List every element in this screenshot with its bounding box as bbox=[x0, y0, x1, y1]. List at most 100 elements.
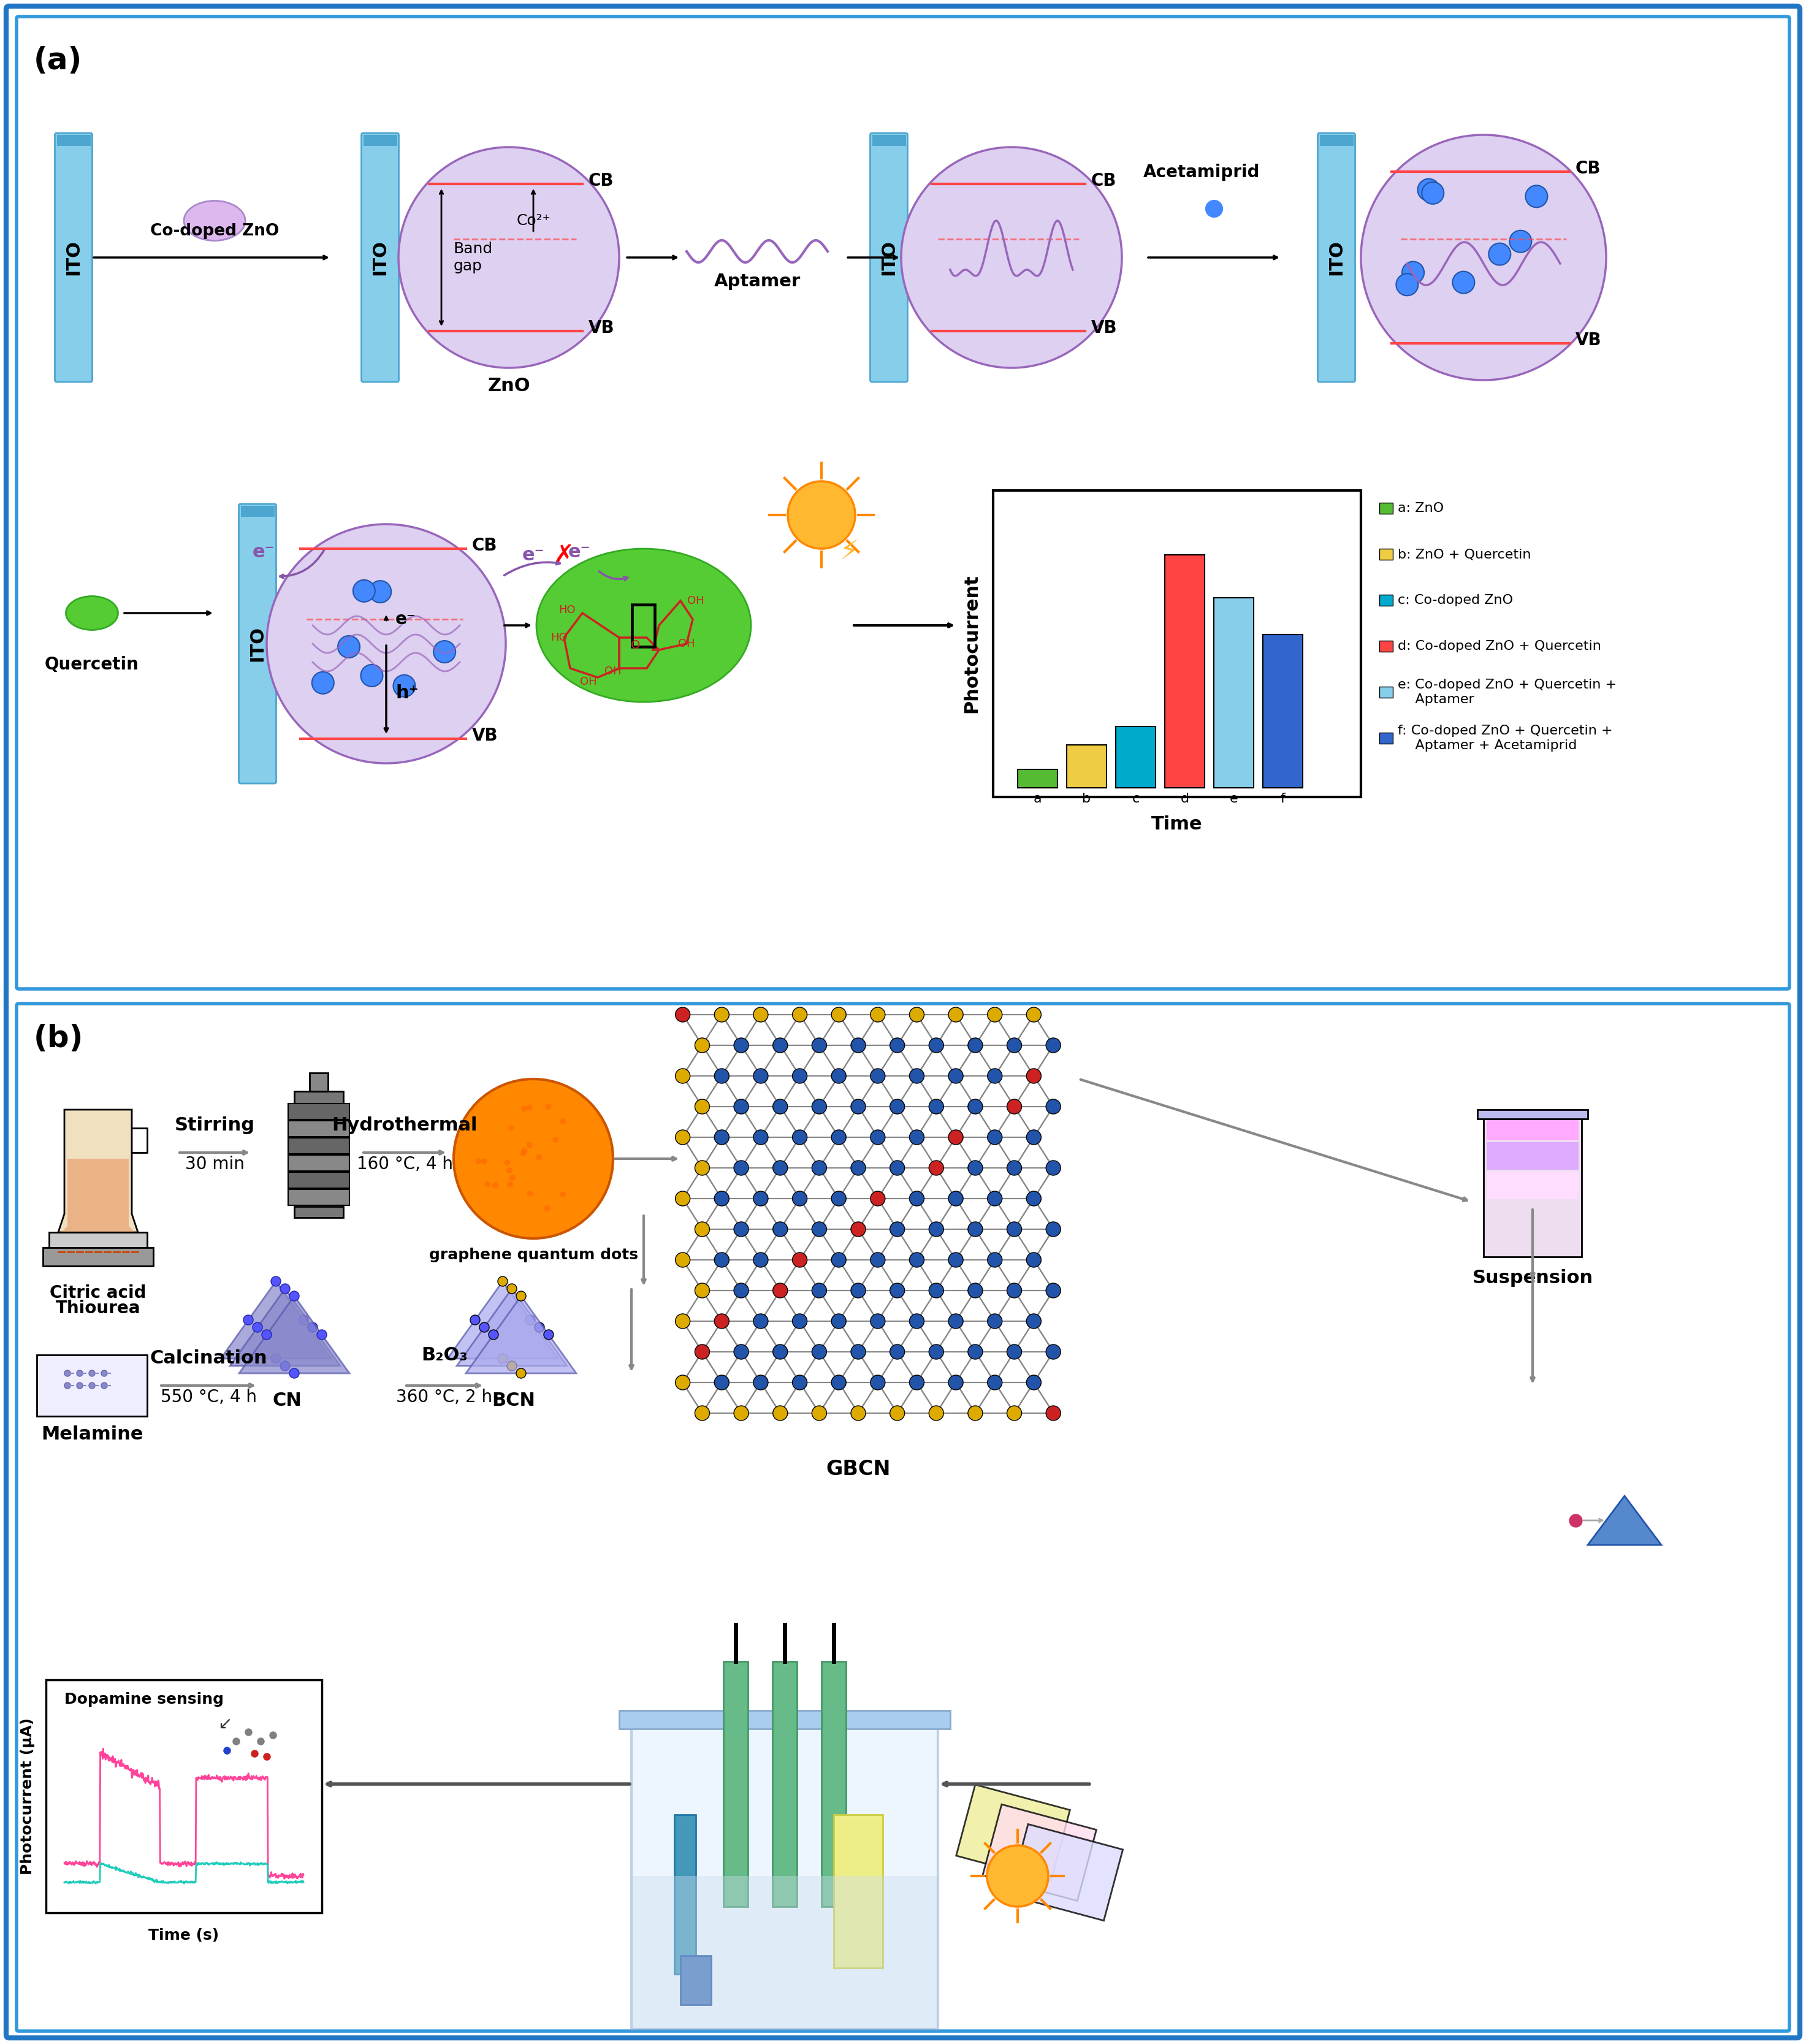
Circle shape bbox=[507, 1361, 517, 1372]
Circle shape bbox=[535, 1322, 544, 1333]
Text: ZnO: ZnO bbox=[488, 376, 531, 394]
FancyBboxPatch shape bbox=[5, 6, 1801, 2038]
Circle shape bbox=[715, 1253, 730, 1267]
Circle shape bbox=[910, 1253, 925, 1267]
Circle shape bbox=[968, 1161, 982, 1175]
Text: VB: VB bbox=[1575, 331, 1602, 350]
Circle shape bbox=[1046, 1038, 1060, 1053]
Circle shape bbox=[675, 1192, 690, 1206]
Circle shape bbox=[851, 1161, 865, 1175]
Circle shape bbox=[928, 1161, 943, 1175]
Text: e⁻: e⁻ bbox=[253, 544, 275, 560]
Circle shape bbox=[695, 1222, 710, 1237]
Circle shape bbox=[1362, 135, 1606, 380]
Circle shape bbox=[1488, 243, 1510, 266]
Circle shape bbox=[968, 1222, 982, 1237]
Circle shape bbox=[988, 1130, 1002, 1145]
Circle shape bbox=[733, 1406, 748, 1421]
Bar bbox=[834, 1815, 883, 1968]
Circle shape bbox=[851, 1038, 865, 1053]
Text: Acetamiprid: Acetamiprid bbox=[1143, 164, 1261, 180]
Bar bbox=[1380, 503, 1392, 513]
Circle shape bbox=[773, 1038, 787, 1053]
Circle shape bbox=[773, 1406, 787, 1421]
Circle shape bbox=[948, 1008, 963, 1022]
Circle shape bbox=[1026, 1314, 1040, 1329]
Circle shape bbox=[507, 1181, 513, 1188]
Circle shape bbox=[813, 1345, 827, 1359]
Circle shape bbox=[545, 1104, 551, 1110]
Text: e⁻: e⁻ bbox=[396, 611, 415, 628]
Circle shape bbox=[831, 1376, 845, 1390]
Text: OH: OH bbox=[688, 595, 704, 607]
Text: Stirring: Stirring bbox=[175, 1116, 255, 1134]
Circle shape bbox=[715, 1069, 730, 1083]
Circle shape bbox=[968, 1100, 982, 1114]
Text: Band
gap: Band gap bbox=[453, 241, 493, 274]
Bar bbox=[294, 1091, 343, 1104]
Circle shape bbox=[1008, 1284, 1022, 1298]
Circle shape bbox=[773, 1222, 787, 1237]
Circle shape bbox=[368, 580, 392, 603]
Circle shape bbox=[1026, 1008, 1040, 1022]
Circle shape bbox=[870, 1008, 885, 1022]
Circle shape bbox=[520, 1151, 526, 1157]
FancyBboxPatch shape bbox=[870, 133, 908, 382]
FancyBboxPatch shape bbox=[361, 133, 399, 382]
Circle shape bbox=[928, 1100, 943, 1114]
Bar bbox=[289, 1155, 349, 1171]
Circle shape bbox=[1396, 274, 1418, 296]
Circle shape bbox=[928, 1284, 943, 1298]
Circle shape bbox=[527, 1104, 533, 1110]
Circle shape bbox=[988, 1008, 1002, 1022]
Circle shape bbox=[526, 1143, 533, 1149]
Bar bbox=[1010, 1823, 1123, 1921]
Circle shape bbox=[715, 1008, 730, 1022]
Circle shape bbox=[1401, 262, 1425, 284]
Circle shape bbox=[1026, 1376, 1040, 1390]
Ellipse shape bbox=[65, 597, 117, 630]
Circle shape bbox=[695, 1406, 710, 1421]
Circle shape bbox=[1046, 1284, 1060, 1298]
Circle shape bbox=[793, 1130, 807, 1145]
Circle shape bbox=[988, 1846, 1047, 1907]
Circle shape bbox=[1421, 182, 1443, 204]
Bar bbox=[1486, 1143, 1578, 1169]
Circle shape bbox=[489, 1331, 498, 1339]
Circle shape bbox=[1046, 1100, 1060, 1114]
Polygon shape bbox=[466, 1296, 576, 1374]
Circle shape bbox=[484, 1181, 491, 1188]
Circle shape bbox=[793, 1069, 807, 1083]
Circle shape bbox=[988, 1192, 1002, 1206]
Circle shape bbox=[244, 1314, 253, 1325]
Circle shape bbox=[870, 1376, 885, 1390]
Circle shape bbox=[831, 1314, 845, 1329]
Bar bbox=[1380, 548, 1392, 560]
Circle shape bbox=[544, 1331, 554, 1339]
Bar bbox=[1116, 726, 1156, 787]
Circle shape bbox=[560, 1118, 565, 1124]
Circle shape bbox=[851, 1100, 865, 1114]
Circle shape bbox=[338, 636, 359, 658]
Circle shape bbox=[948, 1253, 963, 1267]
Bar bbox=[674, 1815, 695, 1975]
Circle shape bbox=[733, 1284, 748, 1298]
Circle shape bbox=[753, 1130, 768, 1145]
Circle shape bbox=[76, 1369, 83, 1376]
FancyBboxPatch shape bbox=[1318, 133, 1354, 382]
Circle shape bbox=[675, 1069, 690, 1083]
Text: ⚡: ⚡ bbox=[840, 538, 858, 564]
Circle shape bbox=[101, 1369, 107, 1376]
Bar bbox=[289, 1139, 349, 1153]
Circle shape bbox=[1008, 1406, 1022, 1421]
Circle shape bbox=[479, 1322, 489, 1333]
Circle shape bbox=[695, 1345, 710, 1359]
Circle shape bbox=[753, 1192, 768, 1206]
Circle shape bbox=[280, 1361, 291, 1372]
Bar bbox=[1380, 732, 1392, 744]
Circle shape bbox=[831, 1253, 845, 1267]
Circle shape bbox=[506, 1167, 513, 1173]
Circle shape bbox=[910, 1192, 925, 1206]
Text: OH: OH bbox=[605, 666, 621, 677]
Circle shape bbox=[88, 1382, 96, 1388]
